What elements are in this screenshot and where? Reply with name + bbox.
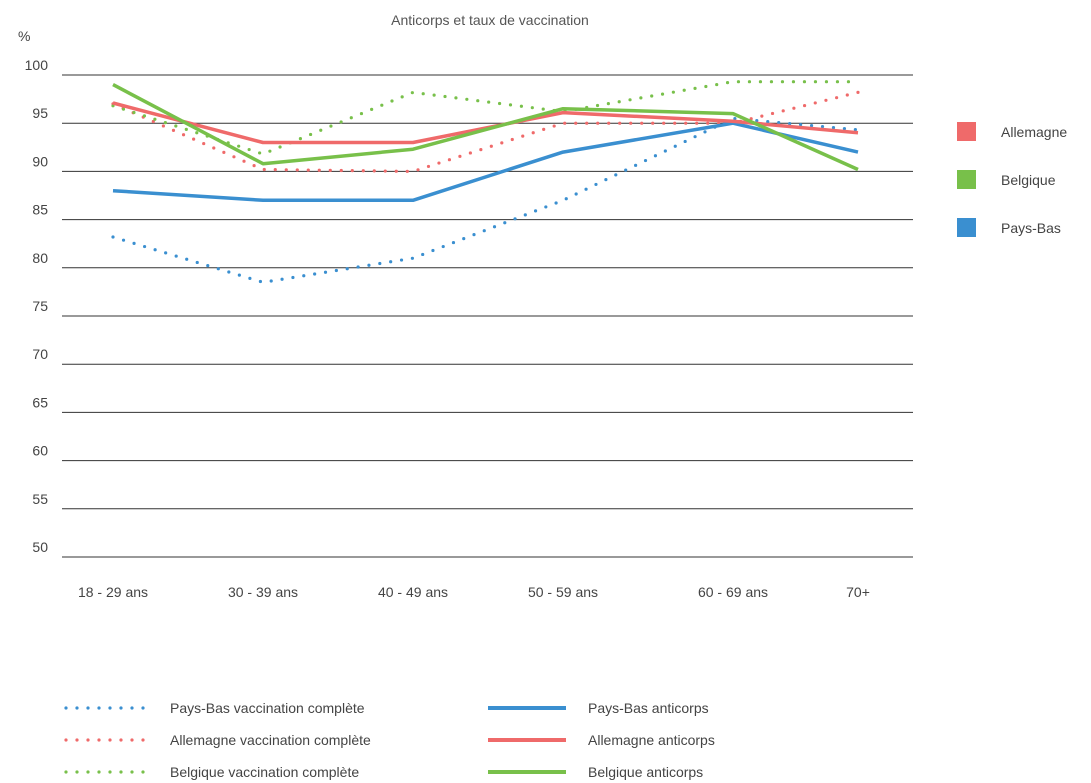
y-tick-label: 90 (32, 153, 48, 169)
series-line-belgique-vaccination-complete (111, 80, 860, 156)
x-tick-label: 60 - 69 ans (698, 584, 768, 600)
y-tick-label: 95 (32, 105, 48, 121)
y-tick-label: 80 (32, 250, 48, 266)
y-tick-label: 100 (25, 57, 49, 73)
x-tick-label: 50 - 59 ans (528, 584, 598, 600)
legend-label-pays-bas-vaccination-complete: Pays-Bas vaccination complète (170, 700, 365, 716)
x-tick-label: 40 - 49 ans (378, 584, 448, 600)
series-legend: Pays-Bas vaccination complète Allemagne v… (64, 700, 715, 780)
x-tick-label: 18 - 29 ans (78, 584, 148, 600)
legend-label-allemagne: Allemagne (1001, 124, 1067, 140)
x-tick-label: 70+ (846, 584, 870, 600)
legend-label-belgique-anticorps: Belgique anticorps (588, 764, 703, 780)
y-axis-label: % (18, 28, 30, 44)
legend-swatch-allemagne (957, 122, 976, 141)
y-tick-label: 50 (32, 539, 48, 555)
series-lines (111, 80, 860, 284)
series-line-pays-bas-anticorps (112, 121, 859, 203)
chart-title: Anticorps et taux de vaccination (391, 12, 589, 28)
y-axis-ticks: 100 95 90 85 80 75 70 65 60 55 50 (25, 57, 49, 555)
y-tick-label: 60 (32, 443, 48, 459)
y-tick-label: 85 (32, 202, 48, 218)
x-axis-ticks: 18 - 29 ans 30 - 39 ans 40 - 49 ans 50 - 59… (78, 584, 870, 600)
y-tick-label: 55 (32, 491, 48, 507)
x-tick-label: 30 - 39 ans (228, 584, 298, 600)
legend-swatch-belgique (957, 170, 976, 189)
legend-label-allemagne-anticorps: Allemagne anticorps (588, 732, 715, 748)
y-tick-label: 65 (32, 394, 48, 410)
country-legend: Allemagne Belgique Pays-Bas (957, 122, 1067, 237)
y-tick-label: 75 (32, 298, 48, 314)
legend-label-belgique-vaccination-complete: Belgique vaccination complète (170, 764, 359, 780)
y-tick-label: 70 (32, 346, 48, 362)
legend-swatch-pays-bas (957, 218, 976, 237)
gridlines (62, 74, 913, 558)
legend-label-pays-bas-anticorps: Pays-Bas anticorps (588, 700, 709, 716)
legend-label-allemagne-vaccination-complete: Allemagne vaccination complète (170, 732, 371, 748)
legend-label-pays-bas: Pays-Bas (1001, 220, 1061, 236)
legend-label-belgique: Belgique (1001, 172, 1056, 188)
series-line-belgique-anticorps (112, 83, 859, 172)
series-line-pays-bas-vaccination-complete (111, 116, 860, 284)
